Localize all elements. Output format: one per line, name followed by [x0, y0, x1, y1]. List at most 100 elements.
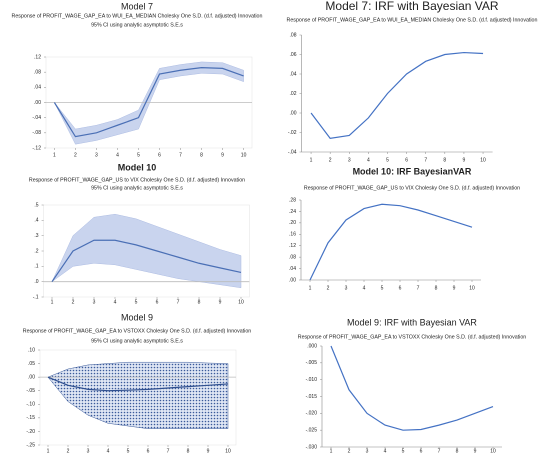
y-tick-label: .05: [28, 361, 35, 367]
y-tick-label: .04: [290, 71, 297, 77]
y-tick-label: -.20: [26, 429, 35, 435]
y-tick-label: -.15: [26, 415, 35, 421]
x-tick-label: 4: [384, 448, 387, 454]
x-tick-label: 8: [435, 285, 438, 291]
y-tick-label: -.04: [288, 149, 297, 155]
x-tick-label: 10: [241, 152, 247, 158]
x-tick-label: 4: [363, 285, 366, 291]
irf-line: [330, 345, 494, 431]
chart-title: Model 7: IRF with Bayesian VAR: [325, 0, 499, 13]
y-tick-label: -.10: [26, 402, 35, 408]
chart-subtitle: Response of PROFIT_WAGE_GAP_EA to VSTOXX…: [23, 328, 252, 334]
x-tick-label: 4: [367, 157, 370, 163]
x-tick-label: 9: [474, 448, 477, 454]
y-tick-label: -.02: [288, 130, 297, 136]
y-tick-label: .00: [290, 110, 297, 116]
irf-line: [51, 239, 242, 283]
y-tick-label: -.04: [32, 115, 41, 121]
x-tick-label: 8: [200, 152, 203, 158]
x-tick-label: 9: [463, 157, 466, 163]
x-tick-label: 6: [147, 448, 150, 454]
x-tick-label: 5: [135, 299, 138, 305]
plot-frame: [39, 349, 237, 446]
x-tick-label: 1: [310, 157, 313, 163]
irf-line: [309, 203, 473, 281]
x-tick-label: 2: [72, 299, 75, 305]
y-tick-label: -.015: [306, 394, 318, 400]
irf-line: [53, 67, 244, 138]
confidence-band: [51, 213, 242, 289]
x-tick-label: 7: [177, 299, 180, 305]
y-tick-label: -.05: [26, 388, 35, 394]
x-tick-label: 8: [187, 448, 190, 454]
y-tick-label: .2: [34, 248, 38, 254]
irf-line: [47, 376, 229, 392]
y-tick-label: .1: [34, 264, 38, 270]
y-tick-label: -.12: [32, 145, 41, 151]
y-tick-label: .24: [289, 209, 296, 215]
y-tick-label: .08: [34, 69, 41, 75]
irf-line: [310, 51, 484, 139]
x-tick-label: 5: [402, 448, 405, 454]
y-tick-label: -.005: [306, 360, 318, 366]
x-tick-label: 4: [116, 152, 119, 158]
x-tick-label: 9: [207, 448, 210, 454]
x-tick-label: 9: [219, 299, 222, 305]
chart-title: Model 10: IRF BayesianVAR: [353, 166, 472, 176]
y-tick-label: .28: [289, 197, 296, 203]
x-tick-label: 1: [309, 285, 312, 291]
x-tick-label: 4: [107, 448, 110, 454]
x-tick-label: 10: [480, 157, 486, 163]
y-tick-label: .12: [289, 243, 296, 249]
x-tick-label: 7: [179, 152, 182, 158]
y-tick-label: .0: [34, 279, 38, 285]
x-tick-label: 10: [225, 448, 231, 454]
x-tick-label: 1: [47, 448, 50, 454]
x-tick-label: 6: [158, 152, 161, 158]
y-tick-label: .02: [290, 91, 297, 97]
y-tick-label: .08: [290, 32, 297, 38]
chart-subtitle: Response of PROFIT_WAGE_GAP_EA to WUI_EA…: [287, 17, 538, 23]
x-tick-label: 10: [469, 285, 475, 291]
x-tick-label: 7: [417, 285, 420, 291]
x-tick-label: 9: [453, 285, 456, 291]
chart-title: Model 9: [121, 312, 153, 322]
x-tick-label: 5: [137, 152, 140, 158]
y-tick-label: .04: [289, 266, 296, 272]
y-tick-label: -.1: [33, 294, 39, 300]
y-tick-label: -.025: [306, 427, 318, 433]
x-tick-label: 5: [127, 448, 130, 454]
y-tick-label: .4: [34, 218, 38, 224]
y-tick-label: .000: [307, 343, 317, 349]
y-tick-label: .5: [34, 202, 38, 208]
x-tick-label: 6: [405, 157, 408, 163]
y-tick-label: .12: [34, 54, 41, 60]
x-tick-label: 5: [386, 157, 389, 163]
x-tick-label: 3: [345, 285, 348, 291]
x-tick-label: 2: [74, 152, 77, 158]
chart-note: 95% CI using analytic asymptotic S.E.s: [91, 22, 183, 28]
x-tick-label: 2: [348, 448, 351, 454]
y-tick-label: .16: [289, 232, 296, 238]
x-tick-label: 4: [114, 299, 117, 305]
chart-note: 95% CI using analytic asymptotic S.E.s: [91, 185, 183, 191]
x-tick-label: 3: [93, 299, 96, 305]
y-tick-label: .00: [28, 374, 35, 380]
x-tick-label: 1: [330, 448, 333, 454]
x-tick-label: 5: [381, 285, 384, 291]
x-tick-label: 6: [420, 448, 423, 454]
x-tick-label: 3: [366, 448, 369, 454]
x-tick-label: 7: [424, 157, 427, 163]
chart-subtitle: Response of PROFIT_WAGE_GAP_US to VIX Ch…: [304, 185, 520, 191]
y-tick-label: -.08: [32, 130, 41, 136]
x-tick-label: 10: [238, 299, 244, 305]
x-tick-label: 9: [221, 152, 224, 158]
chart-title: Model 9: IRF with Bayesian VAR: [347, 317, 477, 327]
chart-title: Model 10: [118, 162, 157, 172]
confidence-band: [54, 61, 244, 145]
x-tick-label: 3: [95, 152, 98, 158]
chart-title: Model 7: [121, 1, 153, 11]
x-tick-label: 6: [156, 299, 159, 305]
chart-subtitle: Response of PROFIT_WAGE_GAP_EA to WUI_EA…: [12, 13, 263, 19]
